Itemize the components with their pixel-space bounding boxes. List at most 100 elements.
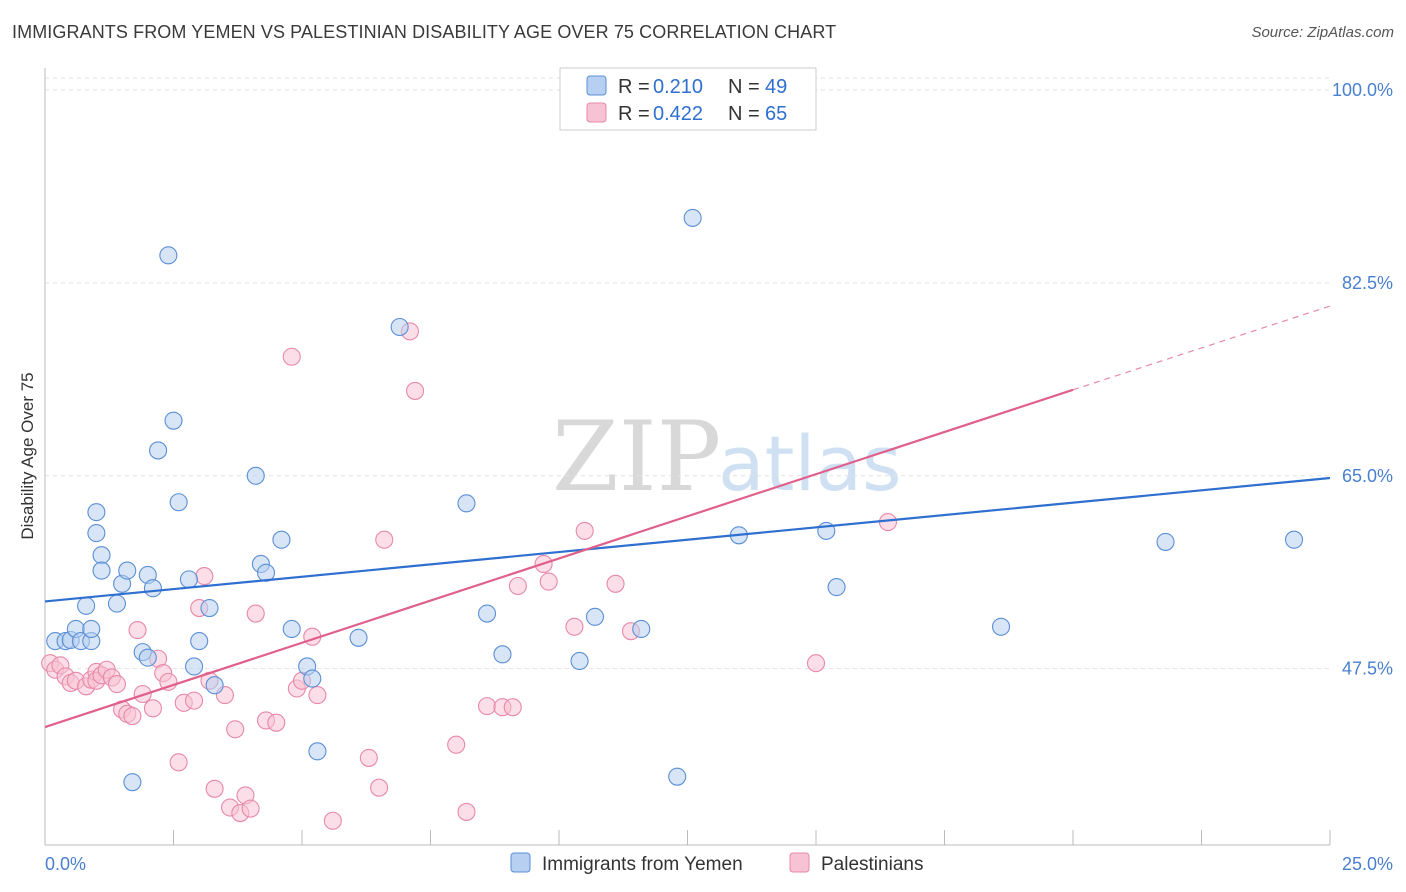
- chart-source: Source: ZipAtlas.com: [1251, 24, 1394, 41]
- bottom-legend-swatch-palestinians: [789, 852, 810, 873]
- yemen-point-44: [632, 619, 651, 639]
- bottom-legend-swatch-yemen: [510, 852, 531, 873]
- yemen-point-8: [87, 503, 106, 522]
- legend-r-value-palestinians: 0.422: [653, 103, 703, 125]
- y-axis-title: Disability Age Over 75: [18, 372, 37, 539]
- chart-title: IMMIGRANTS FROM YEMEN VS PALESTINIAN DIS…: [12, 22, 837, 42]
- yemen-point-50: [991, 617, 1011, 636]
- palestinians-point-50: [447, 735, 466, 754]
- y-tick-label-3: 100.0%: [1332, 80, 1393, 100]
- yemen-point-39: [457, 494, 476, 513]
- palestinians-point-43: [308, 686, 327, 705]
- yemen-point-21: [159, 246, 178, 265]
- yemen-point-15: [123, 773, 142, 792]
- yemen-point-26: [190, 632, 209, 651]
- yemen-point-10: [92, 546, 111, 565]
- yemen-point-45: [668, 767, 687, 786]
- yemen-point-9: [87, 524, 106, 543]
- yemen-point-22: [164, 411, 183, 430]
- legend-r-label-yemen: R =: [618, 76, 650, 98]
- legend: R = 0.210 N = 49 R = 0.422 N = 65: [559, 67, 817, 131]
- y-tick-label-2: 82.5%: [1342, 273, 1393, 293]
- series-yemen-points: [46, 208, 1304, 792]
- yemen-point-24: [179, 570, 198, 589]
- yemen-point-33: [282, 619, 301, 639]
- trend-line-palestinians: [44, 388, 1074, 729]
- palestinians-point-55: [508, 576, 527, 596]
- yemen-point-11: [92, 561, 111, 580]
- trend-lines: [44, 305, 1331, 729]
- yemen-point-27: [200, 598, 219, 618]
- palestinians-point-63: [806, 654, 826, 673]
- palestinians-point-29: [205, 779, 224, 798]
- palestinians-point-25: [185, 691, 204, 710]
- palestinians-point-58: [565, 617, 584, 636]
- trend-line-yemen: [44, 476, 1331, 603]
- yemen-point-7: [82, 619, 101, 639]
- palestinians-point-16: [123, 707, 142, 726]
- yemen-point-35: [303, 669, 322, 688]
- yemen-point-14: [118, 561, 137, 580]
- palestinians-point-51: [457, 802, 476, 821]
- y-axis-tick-labels: 47.5% 65.0% 82.5% 100.0%: [1332, 80, 1393, 679]
- palestinians-point-49: [406, 381, 425, 400]
- palestinians-point-38: [267, 713, 286, 732]
- palestinians-point-46: [370, 778, 389, 797]
- bottom-legend: Immigrants from Yemen Palestinians: [510, 852, 923, 875]
- watermark-atlas: atlas: [718, 419, 902, 508]
- yemen-point-49: [827, 578, 846, 597]
- yemen-point-36: [308, 742, 327, 761]
- x-axis-ticks: [44, 830, 1331, 845]
- palestinians-point-36: [246, 604, 265, 623]
- palestinians-point-44: [323, 811, 342, 830]
- yemen-point-25: [185, 657, 204, 676]
- yemen-point-32: [272, 530, 291, 549]
- yemen-point-41: [493, 645, 512, 664]
- y-tick-label-0: 47.5%: [1342, 659, 1393, 679]
- legend-swatch-yemen: [586, 75, 607, 96]
- yemen-point-43: [585, 607, 605, 626]
- x-tick-label-max: 25.0%: [1342, 854, 1393, 874]
- palestinians-point-19: [143, 699, 162, 718]
- palestinians-point-35: [241, 799, 260, 818]
- palestinians-point-13: [107, 675, 127, 694]
- legend-r-value-yemen: 0.210: [653, 76, 703, 98]
- series-palestinians-points: [41, 80, 898, 830]
- yemen-point-38: [390, 317, 409, 337]
- trend-line-palestinians-extension: [1072, 305, 1331, 391]
- palestinians-point-17: [128, 621, 147, 640]
- yemen-point-46: [683, 208, 702, 227]
- palestinians-point-52: [477, 697, 497, 716]
- yemen-point-37: [349, 628, 368, 647]
- palestinians-point-57: [539, 572, 558, 591]
- palestinians-point-32: [226, 720, 245, 739]
- watermark-zip: ZIP: [552, 401, 721, 513]
- legend-r-label-palestinians: R =: [618, 103, 650, 125]
- legend-n-value-yemen: 49: [765, 76, 787, 98]
- yemen-point-28: [205, 676, 224, 695]
- bottom-legend-label-yemen: Immigrants from Yemen: [542, 854, 743, 875]
- legend-n-label-yemen: N =: [728, 76, 760, 98]
- palestinians-point-39: [282, 347, 301, 366]
- legend-swatch-palestinians: [586, 102, 607, 123]
- palestinians-point-60: [606, 574, 625, 593]
- yemen-point-6: [77, 596, 96, 615]
- y-tick-label-1: 65.0%: [1342, 466, 1393, 486]
- legend-n-value-palestinians: 65: [765, 103, 787, 125]
- yemen-point-29: [246, 466, 265, 485]
- yemen-point-42: [570, 651, 589, 670]
- legend-n-label-palestinians: N =: [728, 103, 760, 125]
- palestinians-point-23: [169, 753, 188, 772]
- yemen-point-51: [1156, 532, 1175, 551]
- yemen-point-23: [169, 493, 188, 512]
- palestinians-point-59: [575, 521, 594, 540]
- yemen-point-52: [1284, 530, 1304, 549]
- palestinians-point-27: [195, 567, 214, 586]
- palestinians-point-45: [359, 748, 378, 767]
- yemen-point-12: [107, 594, 127, 613]
- yemen-point-20: [149, 441, 168, 460]
- yemen-point-40: [477, 604, 497, 623]
- gridlines: [45, 77, 1330, 670]
- yemen-point-18: [138, 648, 157, 667]
